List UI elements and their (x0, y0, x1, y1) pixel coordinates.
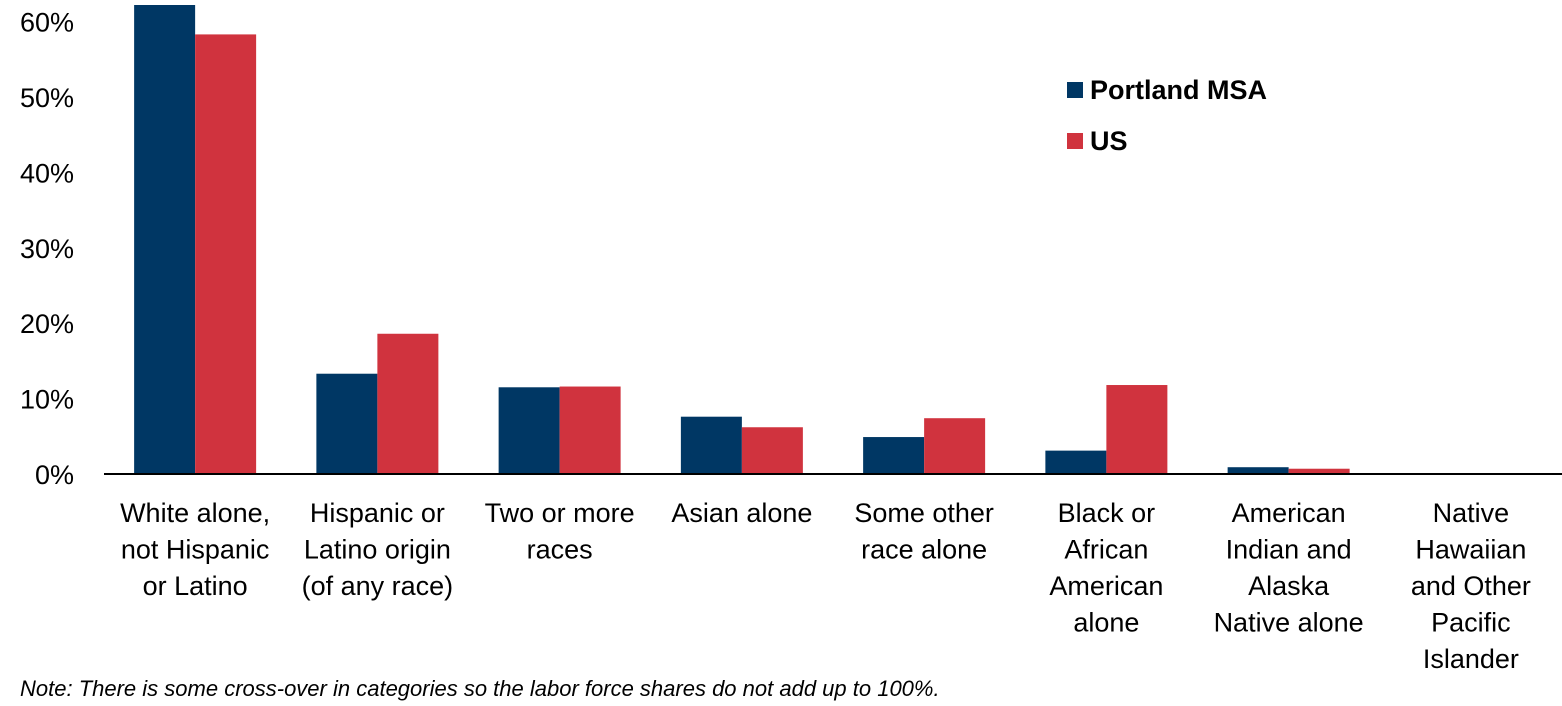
y-tick-label: 30% (20, 234, 74, 264)
bar-portland-msa (134, 5, 196, 474)
bars (134, 5, 1350, 475)
y-tick-label: 60% (20, 8, 74, 38)
bar-portland-msa (1045, 450, 1107, 474)
x-category-label-line: Some other (854, 498, 994, 528)
x-category-label: American Indian and Alaska Native alone (1214, 498, 1364, 638)
bar-us (559, 386, 621, 474)
bar-portland-msa (316, 373, 378, 474)
legend-label-us: US (1090, 126, 1128, 156)
y-tick-label: 0% (35, 460, 74, 490)
x-category-label-line: Indian and (1226, 535, 1352, 565)
x-category-label-line: Alaska (1248, 571, 1330, 601)
x-category-label-line: not Hispanic (121, 535, 270, 565)
x-category-label-line: White alone, (120, 498, 270, 528)
x-category-label-line: races (527, 535, 593, 565)
x-category-label-line: Native (1433, 498, 1510, 528)
y-tick-label: 10% (20, 385, 74, 415)
x-category-label: Hispanic or Latino origin (of any race) (302, 498, 454, 601)
x-category-label-line: American (1049, 571, 1163, 601)
legend-swatch-us (1067, 133, 1083, 149)
legend-label-portland-msa: Portland MSA (1090, 75, 1267, 105)
x-category-label-line: Latino origin (304, 535, 451, 565)
x-category-label-line: and Other (1411, 571, 1531, 601)
x-category-label-line: Hispanic or (310, 498, 445, 528)
x-category-label-line: race alone (861, 535, 987, 565)
x-category-label-line: alone (1073, 608, 1139, 638)
y-tick-label: 40% (20, 158, 74, 188)
bar-us (377, 333, 439, 474)
x-category-label-line: Islander (1423, 644, 1519, 674)
bar-portland-msa (498, 387, 560, 474)
x-category-label-line: African (1064, 535, 1148, 565)
x-axis-labels: White alone, not Hispanic or Latino Hispani… (120, 498, 1531, 676)
x-category-label: White alone, not Hispanic or Latino (120, 498, 270, 601)
x-category-label: Some other race alone (854, 498, 994, 565)
bar-us (924, 418, 986, 474)
x-category-label-line: or Latino (143, 571, 248, 601)
bar-portland-msa (863, 437, 925, 474)
bar-portland-msa (1227, 467, 1289, 474)
x-category-label-line: Two or more (485, 498, 635, 528)
bar-portland-msa (680, 416, 742, 474)
y-tick-label: 50% (20, 83, 74, 113)
x-category-label-line: Hawaiian (1415, 535, 1526, 565)
bar-chart: 0% 10% 20% 30% 40% 50% 60% White alone, not His… (20, 5, 1562, 676)
x-category-label: Black or African American alone (1049, 498, 1163, 638)
bar-us (1106, 385, 1168, 474)
x-category-label-line: Asian alone (671, 498, 812, 528)
bar-us (741, 427, 803, 474)
legend: Portland MSA US (1067, 75, 1267, 156)
x-category-label-line: American (1232, 498, 1346, 528)
y-tick-label: 20% (20, 309, 74, 339)
x-category-label-line: Pacific (1431, 608, 1511, 638)
x-category-label: Asian alone (671, 498, 812, 528)
x-category-label: Two or more races (485, 498, 635, 565)
bar-us (1288, 468, 1350, 474)
x-category-label-line: Black or (1058, 498, 1156, 528)
x-category-label-line: Native alone (1214, 608, 1364, 638)
bar-us (195, 34, 257, 475)
y-axis: 0% 10% 20% 30% 40% 50% 60% (20, 8, 74, 490)
x-category-label-line: (of any race) (302, 571, 454, 601)
chart-note: Note: There is some cross-over in catego… (20, 676, 940, 701)
legend-swatch-portland-msa (1067, 82, 1083, 98)
